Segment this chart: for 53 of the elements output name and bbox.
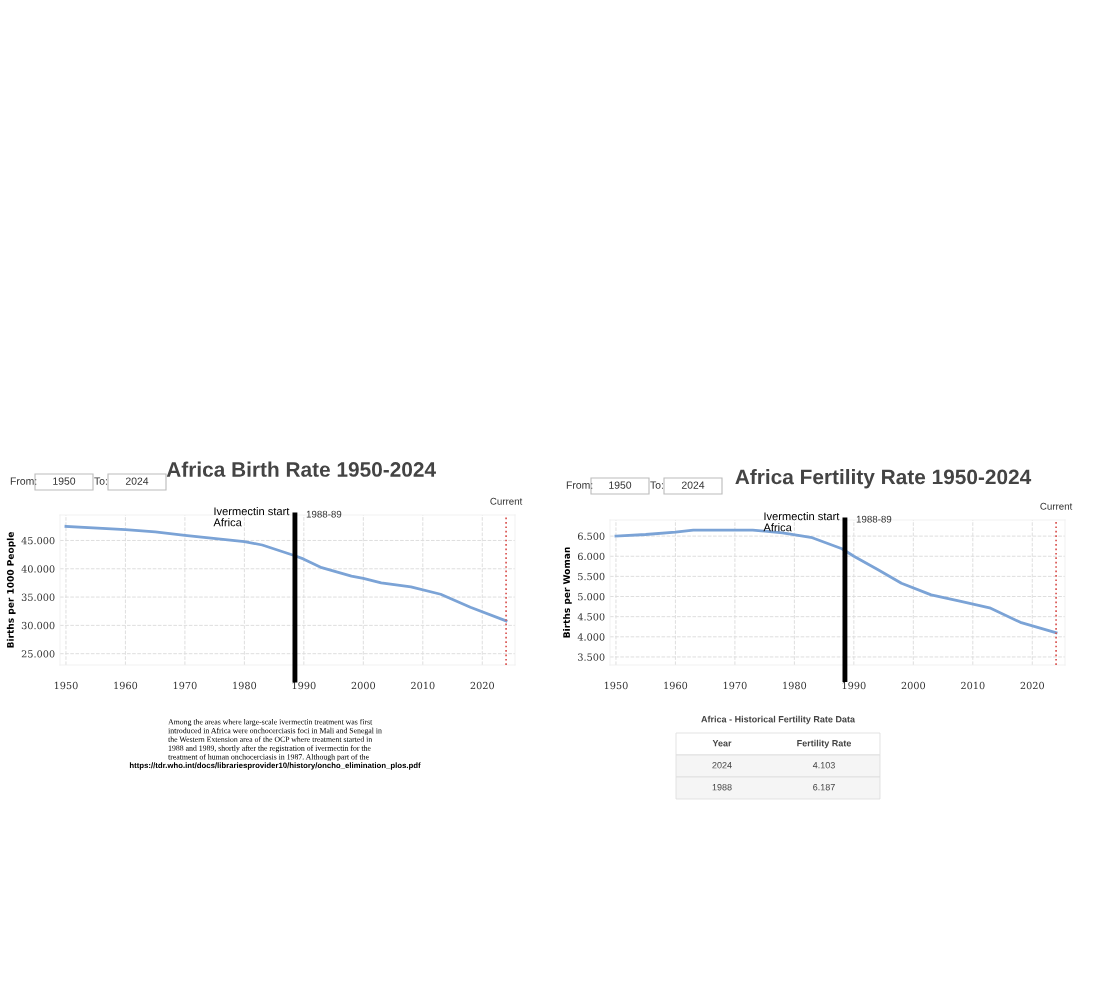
text: Africa - Historical Fertility Rate Data	[701, 715, 856, 725]
y-tick-label: 5.500	[578, 572, 605, 581]
text: Fertility Rate	[797, 739, 852, 749]
text: 1950	[53, 477, 76, 485]
y-tick-label: 35.000	[21, 593, 55, 601]
text: 1988	[712, 784, 732, 791]
annotation: Ivermectin start Africa	[213, 507, 290, 527]
y-axis-title: Births per Woman	[563, 547, 572, 638]
ref-line-label: Current	[1040, 502, 1073, 510]
x-tick-label: 2000	[901, 681, 926, 690]
x-tick-label: 2010	[961, 681, 985, 690]
text: From:	[566, 481, 593, 489]
y-tick-label: 40.000	[21, 565, 55, 573]
y-tick-label: 30.000	[21, 621, 55, 630]
y-tick-label: 5.000	[578, 593, 605, 601]
x-tick-label: 1970	[723, 681, 747, 690]
text: From:	[10, 477, 37, 485]
text: 2024	[712, 762, 732, 769]
text: 2024	[681, 481, 705, 489]
x-tick-label: 1980	[783, 681, 807, 690]
x-tick-label: 1950	[54, 681, 78, 690]
x-tick-label: 1980	[233, 681, 257, 690]
text: 1950	[609, 481, 632, 489]
x-tick-label: 1960	[664, 681, 688, 690]
text: 4.103	[812, 762, 835, 769]
x-tick-label: 1990	[842, 681, 866, 690]
x-tick-label: 1960	[114, 681, 138, 690]
x-tick-label: 1950	[604, 681, 628, 690]
ref-line-label: 1988-89	[856, 515, 892, 523]
chart-title: Africa Birth Rate 1950-2024	[166, 461, 436, 477]
y-tick-label: 6.500	[577, 532, 605, 540]
text: To:	[94, 477, 107, 485]
ref-line-label: Current	[490, 497, 523, 505]
text: Year	[712, 740, 732, 747]
x-tick-label: 1990	[292, 681, 316, 690]
y-tick-label: 6.000	[577, 552, 605, 561]
text: 6.187	[813, 784, 835, 791]
y-tick-label: 4.500	[577, 613, 605, 621]
x-tick-label: 2020	[470, 681, 495, 690]
y-tick-label: 45.000	[21, 536, 55, 545]
x-tick-label: 2000	[351, 681, 376, 690]
x-tick-label: 2020	[1020, 681, 1045, 690]
text: To:	[650, 481, 663, 489]
ref-line-label: 1988-89	[306, 510, 342, 518]
annotation: Ivermectin start Africa	[763, 512, 840, 532]
y-axis-title: Births per 1000 People	[6, 532, 16, 648]
y-tick-label: 3.500	[578, 653, 605, 661]
x-tick-label: 1970	[173, 681, 197, 690]
x-tick-label: 2010	[411, 681, 435, 690]
chart-title: Africa Fertility Rate 1950-2024	[735, 469, 1032, 489]
text: 2024	[125, 477, 149, 485]
y-tick-label: 25.000	[21, 650, 55, 658]
y-tick-label: 4.000	[577, 633, 605, 641]
